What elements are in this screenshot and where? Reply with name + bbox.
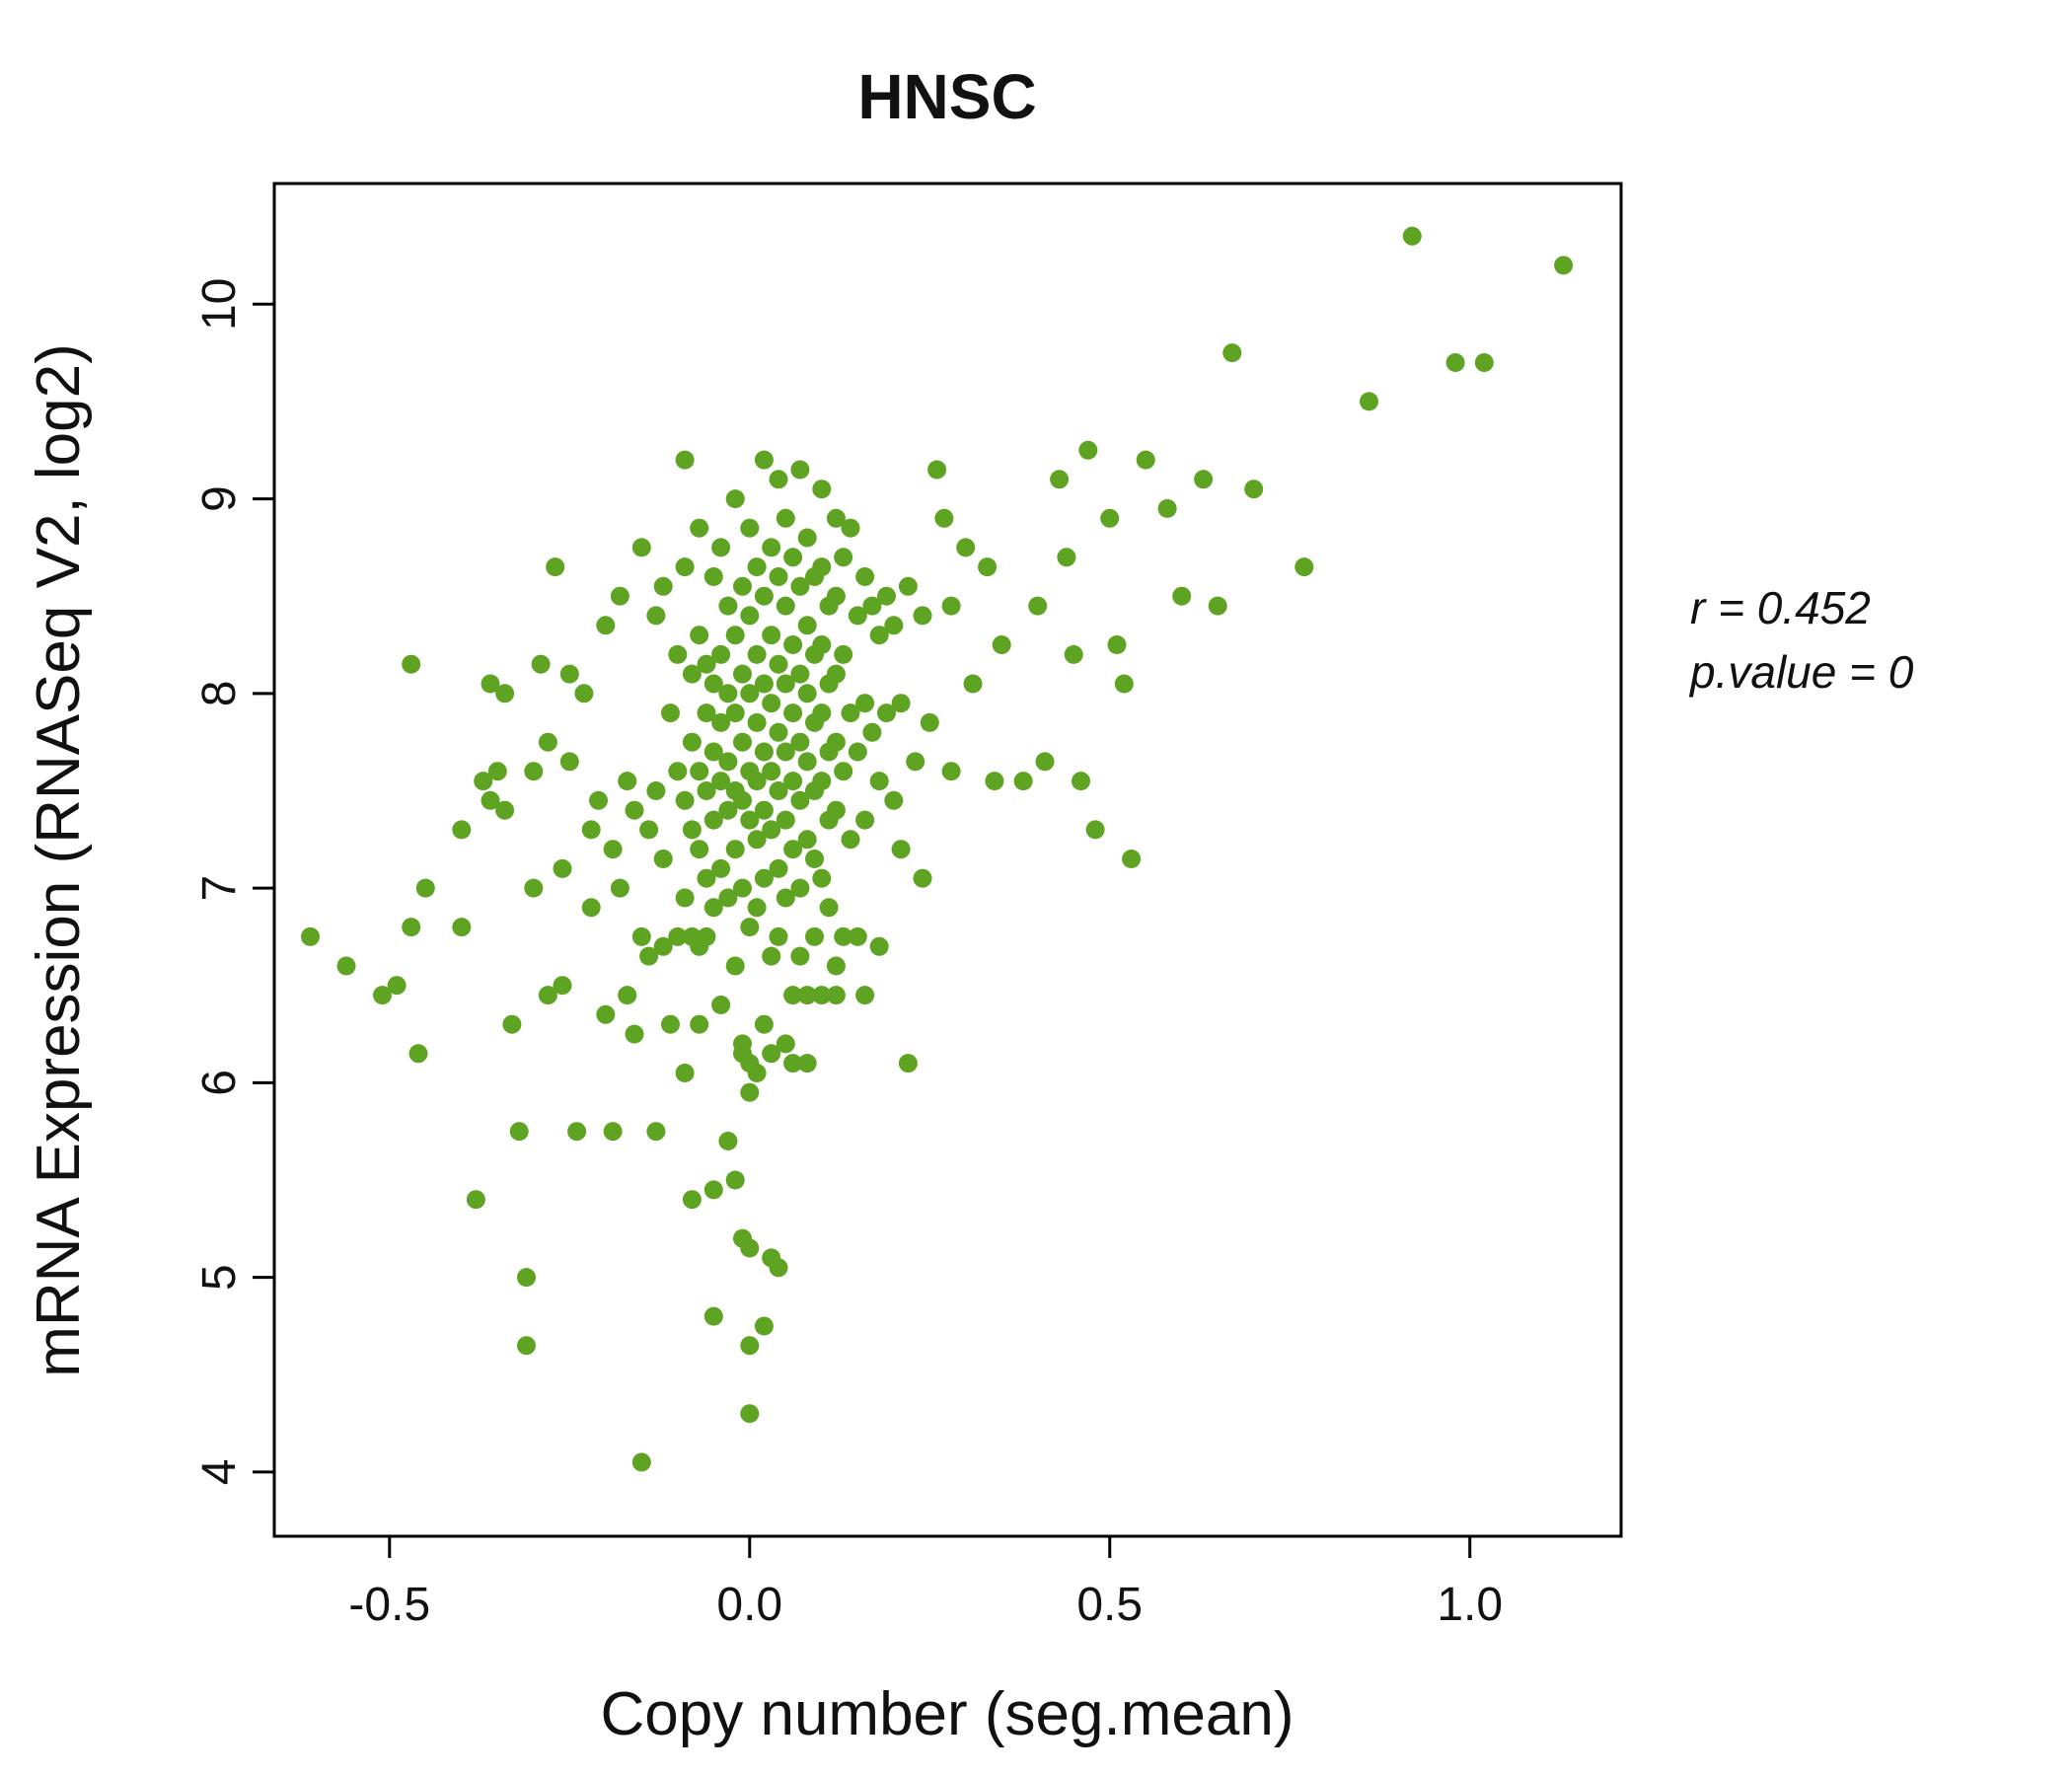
svg-text:10: 10: [193, 278, 246, 331]
svg-text:8: 8: [193, 680, 246, 706]
svg-text:-0.5: -0.5: [348, 1579, 430, 1631]
x-axis-label: Copy number (seg.mean): [601, 1680, 1295, 1748]
correlation-annotation: r = 0.452 p.value = 0: [1688, 582, 1914, 698]
x-axis-ticks: -0.5 0.0 0.5 1.0: [348, 1536, 1503, 1631]
svg-text:5: 5: [193, 1264, 246, 1291]
svg-text:7: 7: [193, 875, 246, 902]
svg-text:0.0: 0.0: [716, 1579, 782, 1631]
y-axis-label: mRNA Expression (RNASeq V2, log2): [25, 343, 93, 1377]
plot-title: HNSC: [857, 61, 1036, 132]
svg-text:0.5: 0.5: [1076, 1579, 1143, 1631]
svg-text:6: 6: [193, 1070, 246, 1096]
svg-text:9: 9: [193, 485, 246, 512]
scatter-points: [301, 226, 1574, 1472]
svg-text:4: 4: [193, 1459, 246, 1486]
svg-text:1.0: 1.0: [1437, 1579, 1503, 1631]
annotation-r-value: r = 0.452: [1690, 582, 1871, 633]
y-axis-ticks: 4 5 6 7 8 9 10: [193, 278, 274, 1486]
plot-box: [272, 182, 1623, 1538]
annotation-p-value: p.value = 0: [1688, 646, 1914, 698]
